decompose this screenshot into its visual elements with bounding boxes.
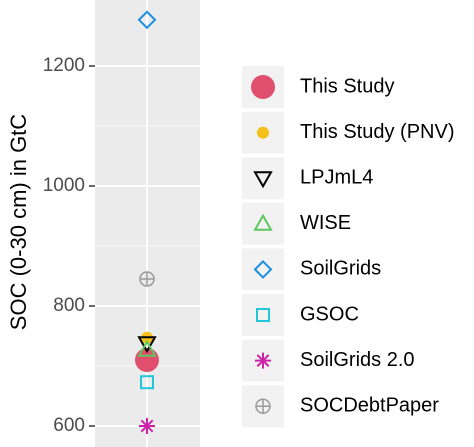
legend-label: This Study (PNV) [300, 121, 454, 143]
marker-part [256, 354, 270, 367]
legend-key-bg [242, 157, 284, 200]
marker-part [137, 336, 157, 354]
legend-label: SoilGrids 2.0 [300, 349, 415, 371]
legend-key [253, 213, 273, 231]
marker-part [140, 375, 154, 390]
marker-part [257, 126, 269, 139]
marker [137, 10, 157, 30]
legend-label: GSOC [300, 303, 359, 325]
legend-key [257, 126, 269, 139]
marker-part [256, 308, 270, 322]
legend-key-bg [242, 294, 284, 336]
legend-key-bg [242, 202, 284, 245]
y-tick-label: 800 [53, 295, 85, 316]
marker-part [137, 10, 157, 30]
marker-part [251, 75, 275, 99]
y-tick-label: 1000 [43, 175, 85, 196]
marker [139, 418, 155, 434]
marker-part [140, 419, 154, 433]
y-tick-label: 600 [53, 415, 85, 436]
legend-label: LPJmL4 [300, 166, 373, 188]
y-axis-label: SOC (0-30 cm) in GtC [6, 114, 31, 330]
legend-key [255, 352, 271, 369]
legend-key [256, 308, 270, 322]
marker [137, 339, 157, 357]
marker [140, 375, 154, 390]
marker-part [253, 213, 273, 231]
legend-key [255, 398, 271, 414]
marker [139, 271, 155, 287]
marker-part [253, 171, 273, 189]
legend-key-bg [242, 248, 284, 291]
marker-part [253, 259, 273, 279]
legend-key [253, 259, 273, 279]
y-tick-label: 1200 [43, 55, 85, 76]
marker [137, 336, 157, 354]
legend-label: WISE [300, 212, 351, 234]
legend-label: This Study [300, 75, 394, 97]
legend-key [251, 75, 275, 99]
marker-part [137, 339, 157, 357]
legend-key [253, 171, 273, 189]
legend-label: SoilGrids [300, 258, 381, 280]
legend-label: SOCDebtPaper [300, 394, 439, 416]
